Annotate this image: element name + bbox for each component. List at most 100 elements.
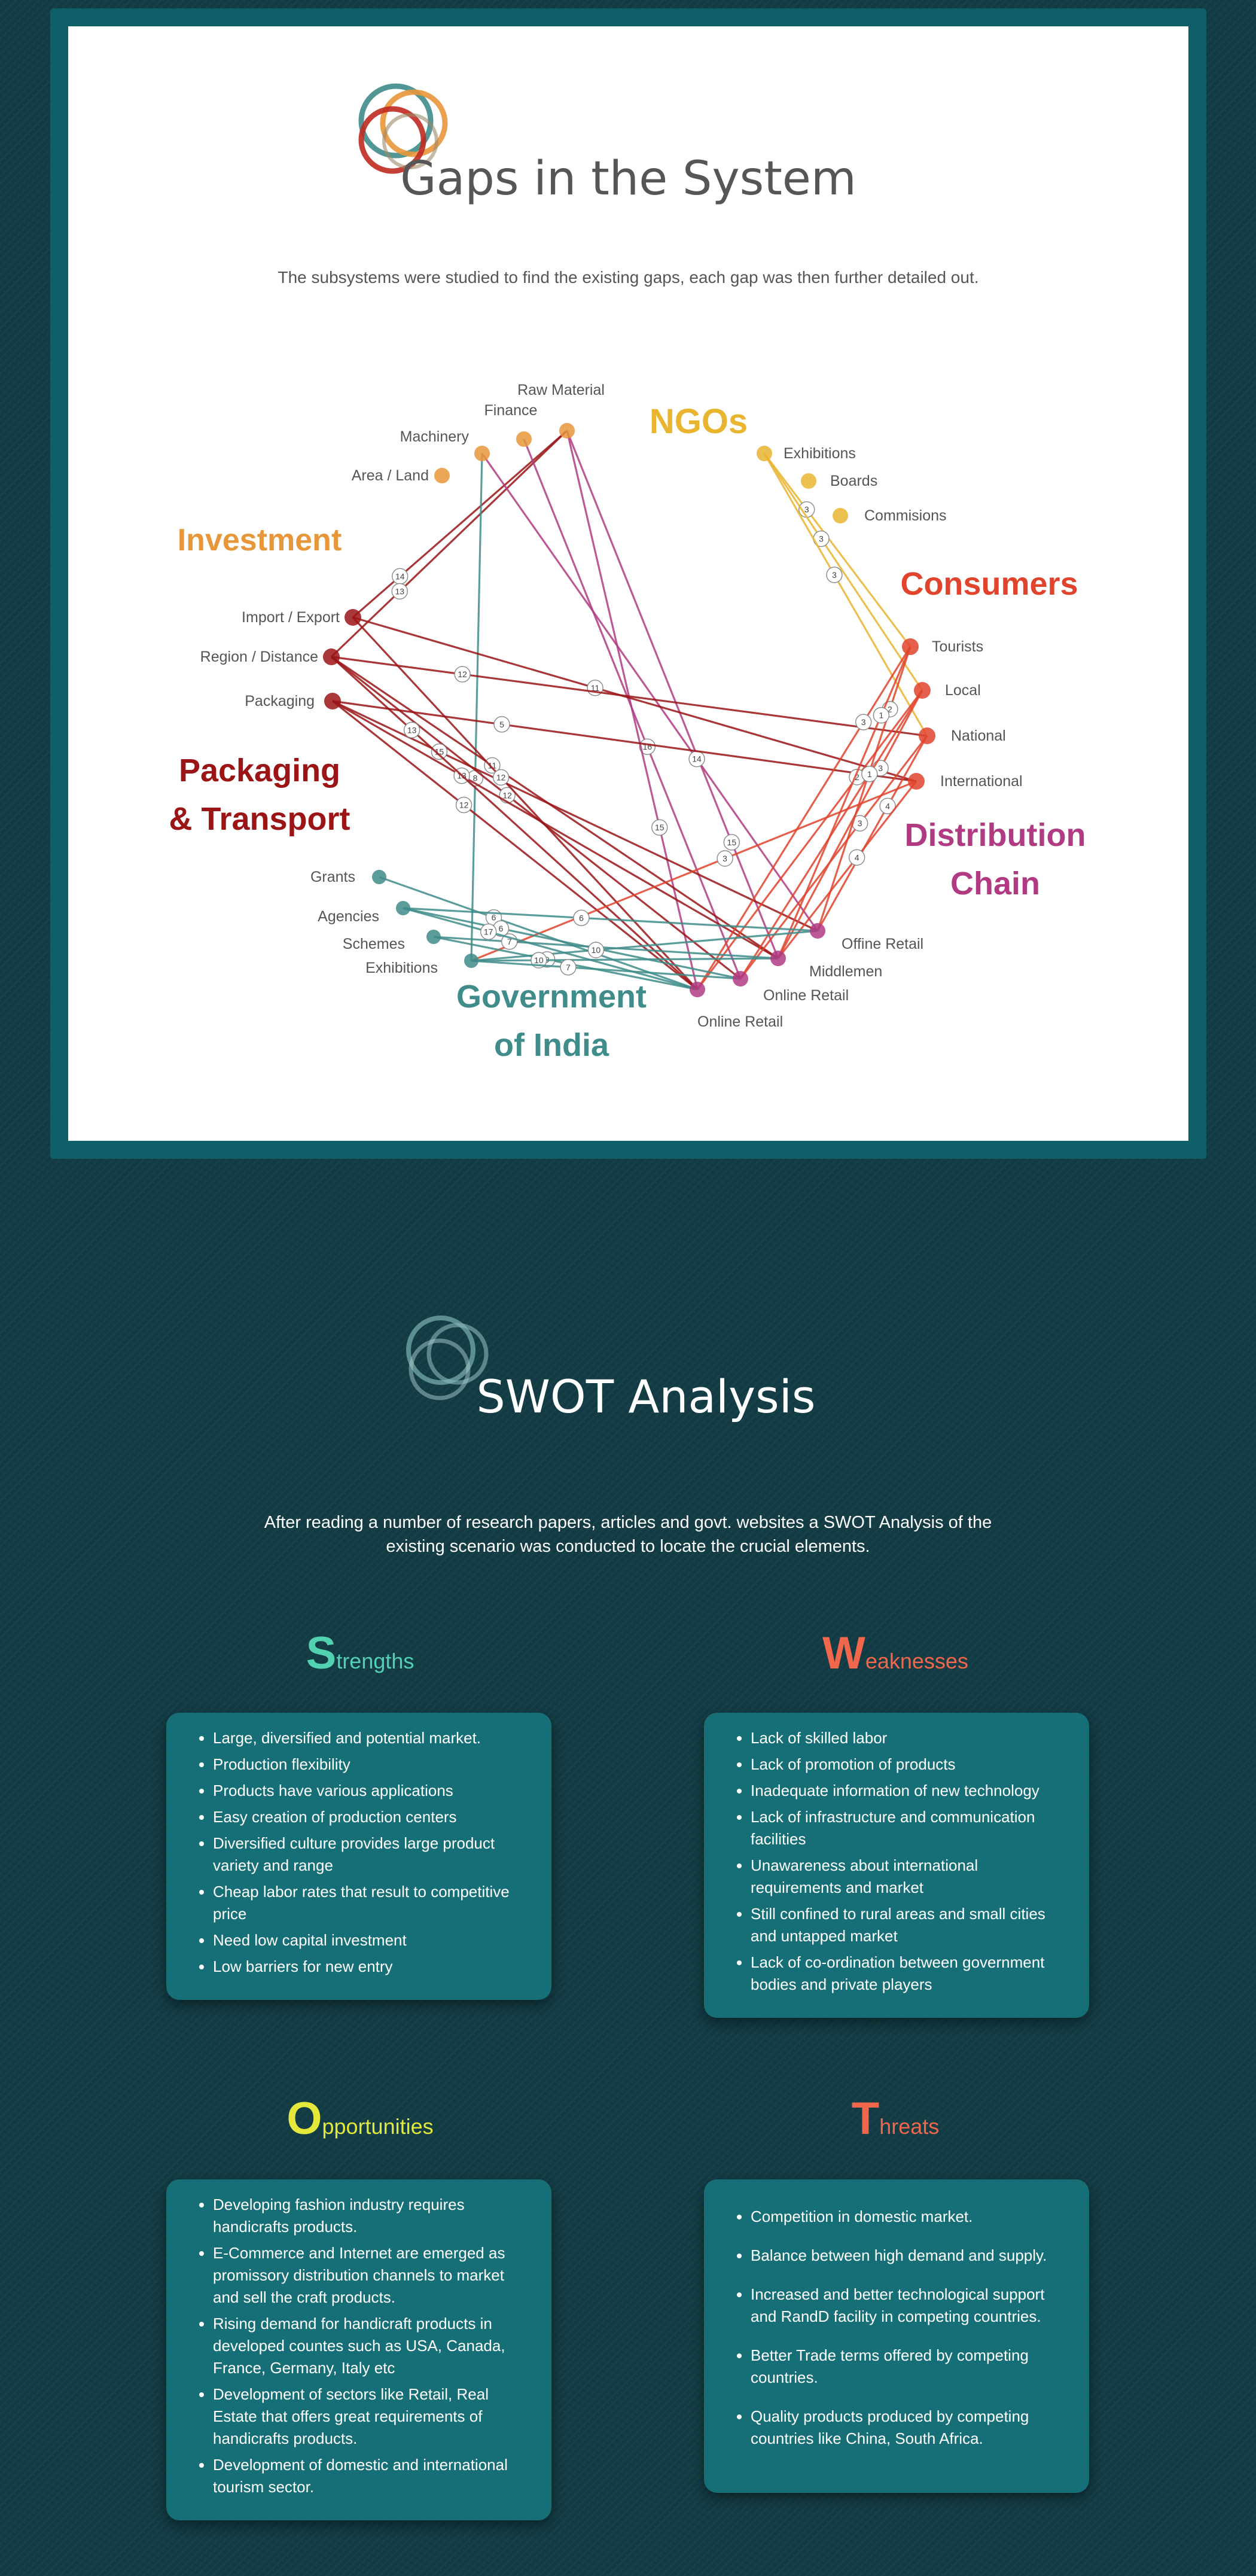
link-count-badge — [639, 738, 656, 755]
threats-list: Competition in domestic market. Balance b… — [724, 2206, 1071, 2450]
network-node-label: Import / Export — [242, 609, 340, 626]
link-count-label: 3 — [819, 534, 824, 544]
network-node-label: Local — [945, 682, 981, 699]
network-node-label: Commisions — [864, 507, 947, 524]
threats-item: Increased and better technological suppo… — [751, 2283, 1071, 2328]
threats-item: Quality products produced by competing c… — [751, 2406, 1071, 2450]
weaknesses-item: Unawareness about international requirem… — [751, 1855, 1071, 1899]
link-count-label: 4 — [885, 801, 890, 811]
network-group-label: Investment — [178, 523, 342, 558]
link-count-badge — [573, 909, 590, 927]
network-node — [372, 870, 386, 884]
link-count-label: 12 — [459, 800, 469, 810]
network-node-label: Online Retail — [697, 1013, 783, 1030]
network-node-label: Tourists — [932, 638, 983, 655]
network-group-labels: Investment NGOs Consumers Packaging & Transp… — [169, 402, 1086, 1063]
network-node — [733, 971, 748, 986]
gaps-panel-frame: Gaps in the System The subsystems were s… — [50, 8, 1206, 1159]
link-count-label: 13 — [395, 586, 404, 596]
strengths-item: Need low capital investment — [213, 1929, 534, 1951]
weaknesses-card: Lack of skilled labor Lack of promotion o… — [704, 1713, 1089, 2018]
link-count-label: 11 — [591, 683, 600, 693]
network-link — [330, 656, 699, 991]
network-node-label: Raw Material — [517, 382, 605, 398]
weaknesses-item: Inadequate information of new technology — [751, 1780, 1071, 1802]
link-count-badge — [455, 796, 472, 814]
link-count-label: 13 — [407, 725, 417, 735]
network-link — [471, 957, 779, 962]
network-node-label: Area / Land — [352, 467, 429, 484]
weaknesses-item: Lack of co-ordination between government… — [751, 1951, 1071, 1996]
link-count-badge — [826, 567, 843, 583]
network-link — [352, 430, 568, 619]
network-link — [481, 453, 819, 931]
link-count-label: 14 — [692, 754, 702, 764]
network-link — [332, 700, 698, 991]
network-node-label: Grants — [310, 869, 355, 885]
network-link — [352, 616, 917, 782]
network-group-label: Government of India — [456, 979, 647, 1063]
link-count-label: 8 — [473, 774, 478, 783]
link-count-badge — [651, 819, 668, 836]
network-link — [777, 781, 917, 959]
link-count-badge — [493, 716, 510, 733]
link-count-badge — [480, 923, 497, 940]
link-count-label: 2 — [888, 705, 892, 714]
opportunities-item: E-Commerce and Internet are emerged as p… — [213, 2242, 534, 2309]
opportunities-heading-rest: pportunities — [322, 2114, 434, 2139]
network-link — [763, 453, 928, 736]
network-node-label: Finance — [484, 402, 538, 419]
threats-card: Competition in domestic market. Balance b… — [704, 2179, 1089, 2493]
network-group-label: Consumers — [900, 566, 1078, 602]
network-node-label: Boards — [830, 473, 877, 489]
link-count-label: 17 — [484, 927, 493, 936]
network-link — [763, 453, 911, 647]
link-count-label: 14 — [395, 571, 405, 581]
network-node-label: Exhibitions — [365, 960, 438, 976]
strengths-item: Cheap labor rates that result to competi… — [213, 1881, 534, 1925]
rings-logo-light-icon — [406, 1316, 489, 1400]
network-link — [816, 735, 928, 931]
link-count-badge — [879, 797, 896, 815]
link-count-label: 1 — [867, 769, 872, 779]
network-node-label: National — [951, 727, 1006, 744]
network-link — [470, 453, 483, 961]
network-node — [914, 682, 931, 699]
link-count-badge — [717, 850, 733, 867]
network-link — [331, 656, 779, 960]
network-node-label: Exhibitions — [784, 445, 856, 462]
opportunities-item: Developing fashion industry requires han… — [213, 2194, 534, 2238]
link-count-label: 6 — [579, 913, 584, 922]
link-count-label: 11 — [488, 760, 497, 770]
link-count-badge — [848, 849, 865, 866]
swot-title: SWOT Analysis — [476, 1370, 816, 1423]
link-count-badge — [873, 707, 890, 724]
network-node — [770, 951, 786, 966]
link-count-label: 3 — [804, 505, 809, 514]
link-count-badge — [391, 583, 408, 600]
network-node — [464, 954, 478, 968]
link-count-label: 12 — [458, 669, 467, 679]
strengths-card: Large, diversified and potential market.… — [166, 1713, 551, 2000]
link-count-label: 3 — [832, 570, 837, 580]
rings-logo-icon — [358, 83, 448, 174]
network-node-label: Machinery — [400, 428, 470, 445]
network-link — [332, 700, 818, 932]
network-link — [777, 646, 911, 959]
network-link — [696, 646, 911, 990]
network-node — [474, 446, 490, 461]
gaps-network-diagram: 1413816151514111251112151312121333333332… — [169, 382, 1086, 1063]
link-count-label: 6 — [492, 913, 496, 922]
network-link — [816, 646, 911, 931]
link-count-label: 2 — [855, 772, 859, 782]
strengths-item: Low barriers for new entry — [213, 1956, 534, 1978]
link-count-label: 5 — [499, 720, 504, 729]
network-link — [332, 700, 779, 960]
link-count-label: 3 — [861, 717, 866, 727]
opportunities-card: Developing fashion industry requires han… — [166, 2179, 551, 2520]
link-count-label: 12 — [496, 772, 506, 782]
network-node — [908, 773, 925, 790]
link-count-badge — [861, 766, 878, 782]
strengths-item: Products have various applications — [213, 1780, 534, 1802]
network-node-label: Online Retail — [763, 987, 849, 1004]
